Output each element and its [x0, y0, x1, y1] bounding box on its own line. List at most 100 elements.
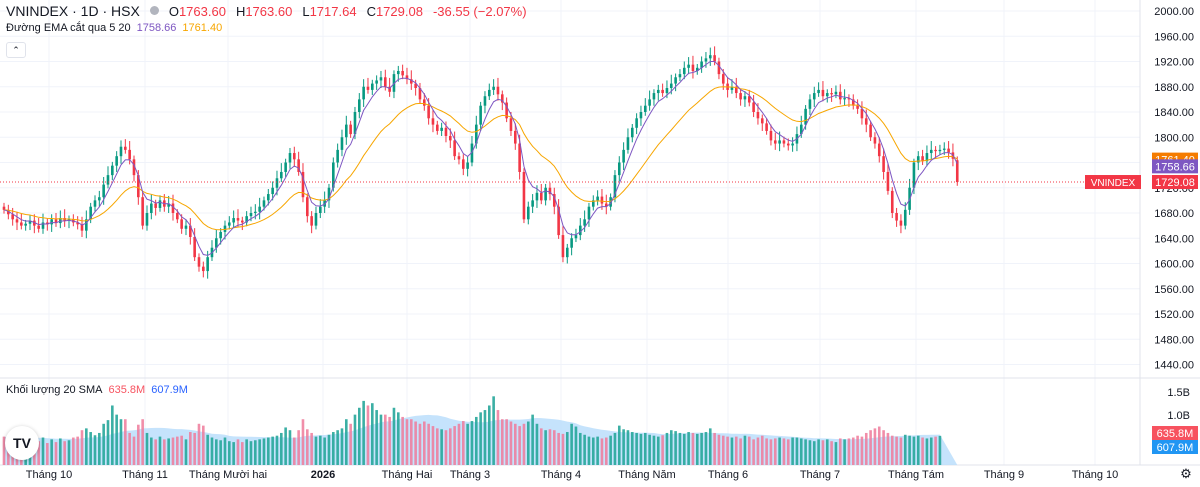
volume-bar: [275, 435, 279, 465]
volume-indicator-name[interactable]: Khối lượng 20 SMA: [6, 384, 103, 396]
price-tick-label: 1640.00: [1154, 233, 1194, 245]
volume-bar: [284, 427, 287, 465]
candle-body: [98, 197, 101, 201]
volume-bar: [228, 441, 231, 465]
symbol-title[interactable]: VNINDEX · 1D · HSX: [6, 3, 140, 19]
volume-bar: [639, 433, 643, 465]
volume-bar: [760, 435, 764, 465]
candle-body: [739, 93, 742, 100]
candle-body: [522, 171, 526, 220]
candle-body: [397, 70, 400, 75]
volume-tag-box: [1152, 426, 1198, 440]
candle-body: [838, 91, 842, 100]
candle-body: [591, 200, 595, 207]
candle-body: [245, 216, 248, 223]
price-tag-box: [1152, 159, 1198, 174]
candle-body: [856, 105, 859, 109]
volume-bar: [682, 433, 686, 465]
candle-body: [137, 175, 140, 198]
symbol-legend: VNINDEX · 1D · HSX O1763.60 H1763.60 L17…: [6, 3, 527, 19]
open-label: O: [168, 4, 179, 19]
volume-bar: [189, 432, 192, 465]
price-tick-label: 1840.00: [1154, 107, 1194, 119]
candle-body: [834, 91, 838, 95]
volume-bar: [345, 419, 348, 465]
candle-body: [869, 124, 872, 138]
volume-bar: [513, 423, 517, 465]
volume-bar: [132, 436, 136, 465]
time-tick-label: Tháng 9: [984, 469, 1024, 481]
volume-bar: [232, 442, 235, 465]
time-tick-label: Tháng Hai: [382, 469, 433, 481]
volume-sma-value: 607.9M: [151, 384, 188, 396]
volume-bar: [756, 437, 760, 465]
volume-bar: [687, 432, 690, 465]
volume-bar: [46, 443, 49, 465]
chevron-up-icon[interactable]: ⌃: [6, 42, 26, 58]
ema-indicator-name[interactable]: Đường EMA cắt qua 5 20: [6, 22, 131, 34]
volume-bar: [596, 436, 599, 465]
candle-body: [955, 160, 959, 183]
volume-bar: [418, 423, 422, 465]
candle-body: [548, 187, 552, 195]
volume-bar: [327, 434, 331, 465]
candle-body: [747, 96, 751, 103]
volume-bar: [72, 437, 75, 465]
candle-body: [267, 194, 270, 201]
volume-bar: [648, 434, 651, 465]
candle-body: [249, 213, 253, 217]
volume-bar: [453, 426, 456, 465]
volume-bar: [448, 428, 452, 465]
low-value: 1717.64: [309, 4, 357, 19]
candle-body: [630, 127, 634, 138]
volume-bar: [379, 414, 383, 465]
volume-bar: [838, 438, 842, 465]
volume-bar: [509, 421, 513, 465]
candle-body: [262, 200, 266, 207]
candle-body: [886, 171, 890, 191]
volume-bar: [119, 419, 123, 465]
candle-body: [487, 89, 491, 97]
volume-axis: 1.5B 1.0B: [1167, 387, 1190, 422]
volume-bar: [717, 434, 721, 465]
volume-bar: [934, 436, 937, 465]
gear-icon[interactable]: ⚙: [1180, 466, 1192, 481]
candle-body: [765, 123, 768, 131]
volume-bar: [483, 410, 487, 465]
volume-bar: [830, 441, 833, 465]
volume-bar: [427, 423, 430, 465]
volume-bar: [695, 433, 699, 465]
volume-bar: [431, 426, 435, 465]
candle-body: [375, 80, 378, 84]
volume-bar: [812, 441, 816, 465]
candle-body: [786, 143, 790, 146]
volume-bar: [578, 432, 582, 465]
candle-body: [271, 187, 274, 195]
candle-body: [635, 118, 638, 128]
high-label: H: [235, 4, 246, 19]
volume-bar: [535, 423, 539, 465]
candle-body: [141, 197, 144, 226]
candle-body: [405, 75, 409, 80]
volume-bar: [804, 439, 807, 465]
volume-bar: [332, 432, 335, 465]
tradingview-logo[interactable]: TV: [5, 426, 39, 460]
volume-bar: [574, 426, 578, 465]
volume-tag-box: [1152, 440, 1198, 454]
volume-bar: [375, 410, 378, 465]
volume-bar: [2, 436, 6, 465]
candle-body: [340, 137, 344, 150]
candle-body: [366, 86, 370, 90]
candle-body: [345, 124, 348, 138]
volume-bar: [851, 437, 855, 465]
volume-bar: [921, 437, 924, 465]
candle-body: [236, 218, 240, 221]
candle-body: [500, 94, 504, 103]
candle-body: [531, 200, 534, 207]
volume-bar: [522, 423, 526, 465]
candle-body: [674, 77, 677, 84]
candle-body: [752, 102, 755, 112]
candle-body: [613, 175, 617, 198]
volume-bar: [786, 439, 790, 465]
